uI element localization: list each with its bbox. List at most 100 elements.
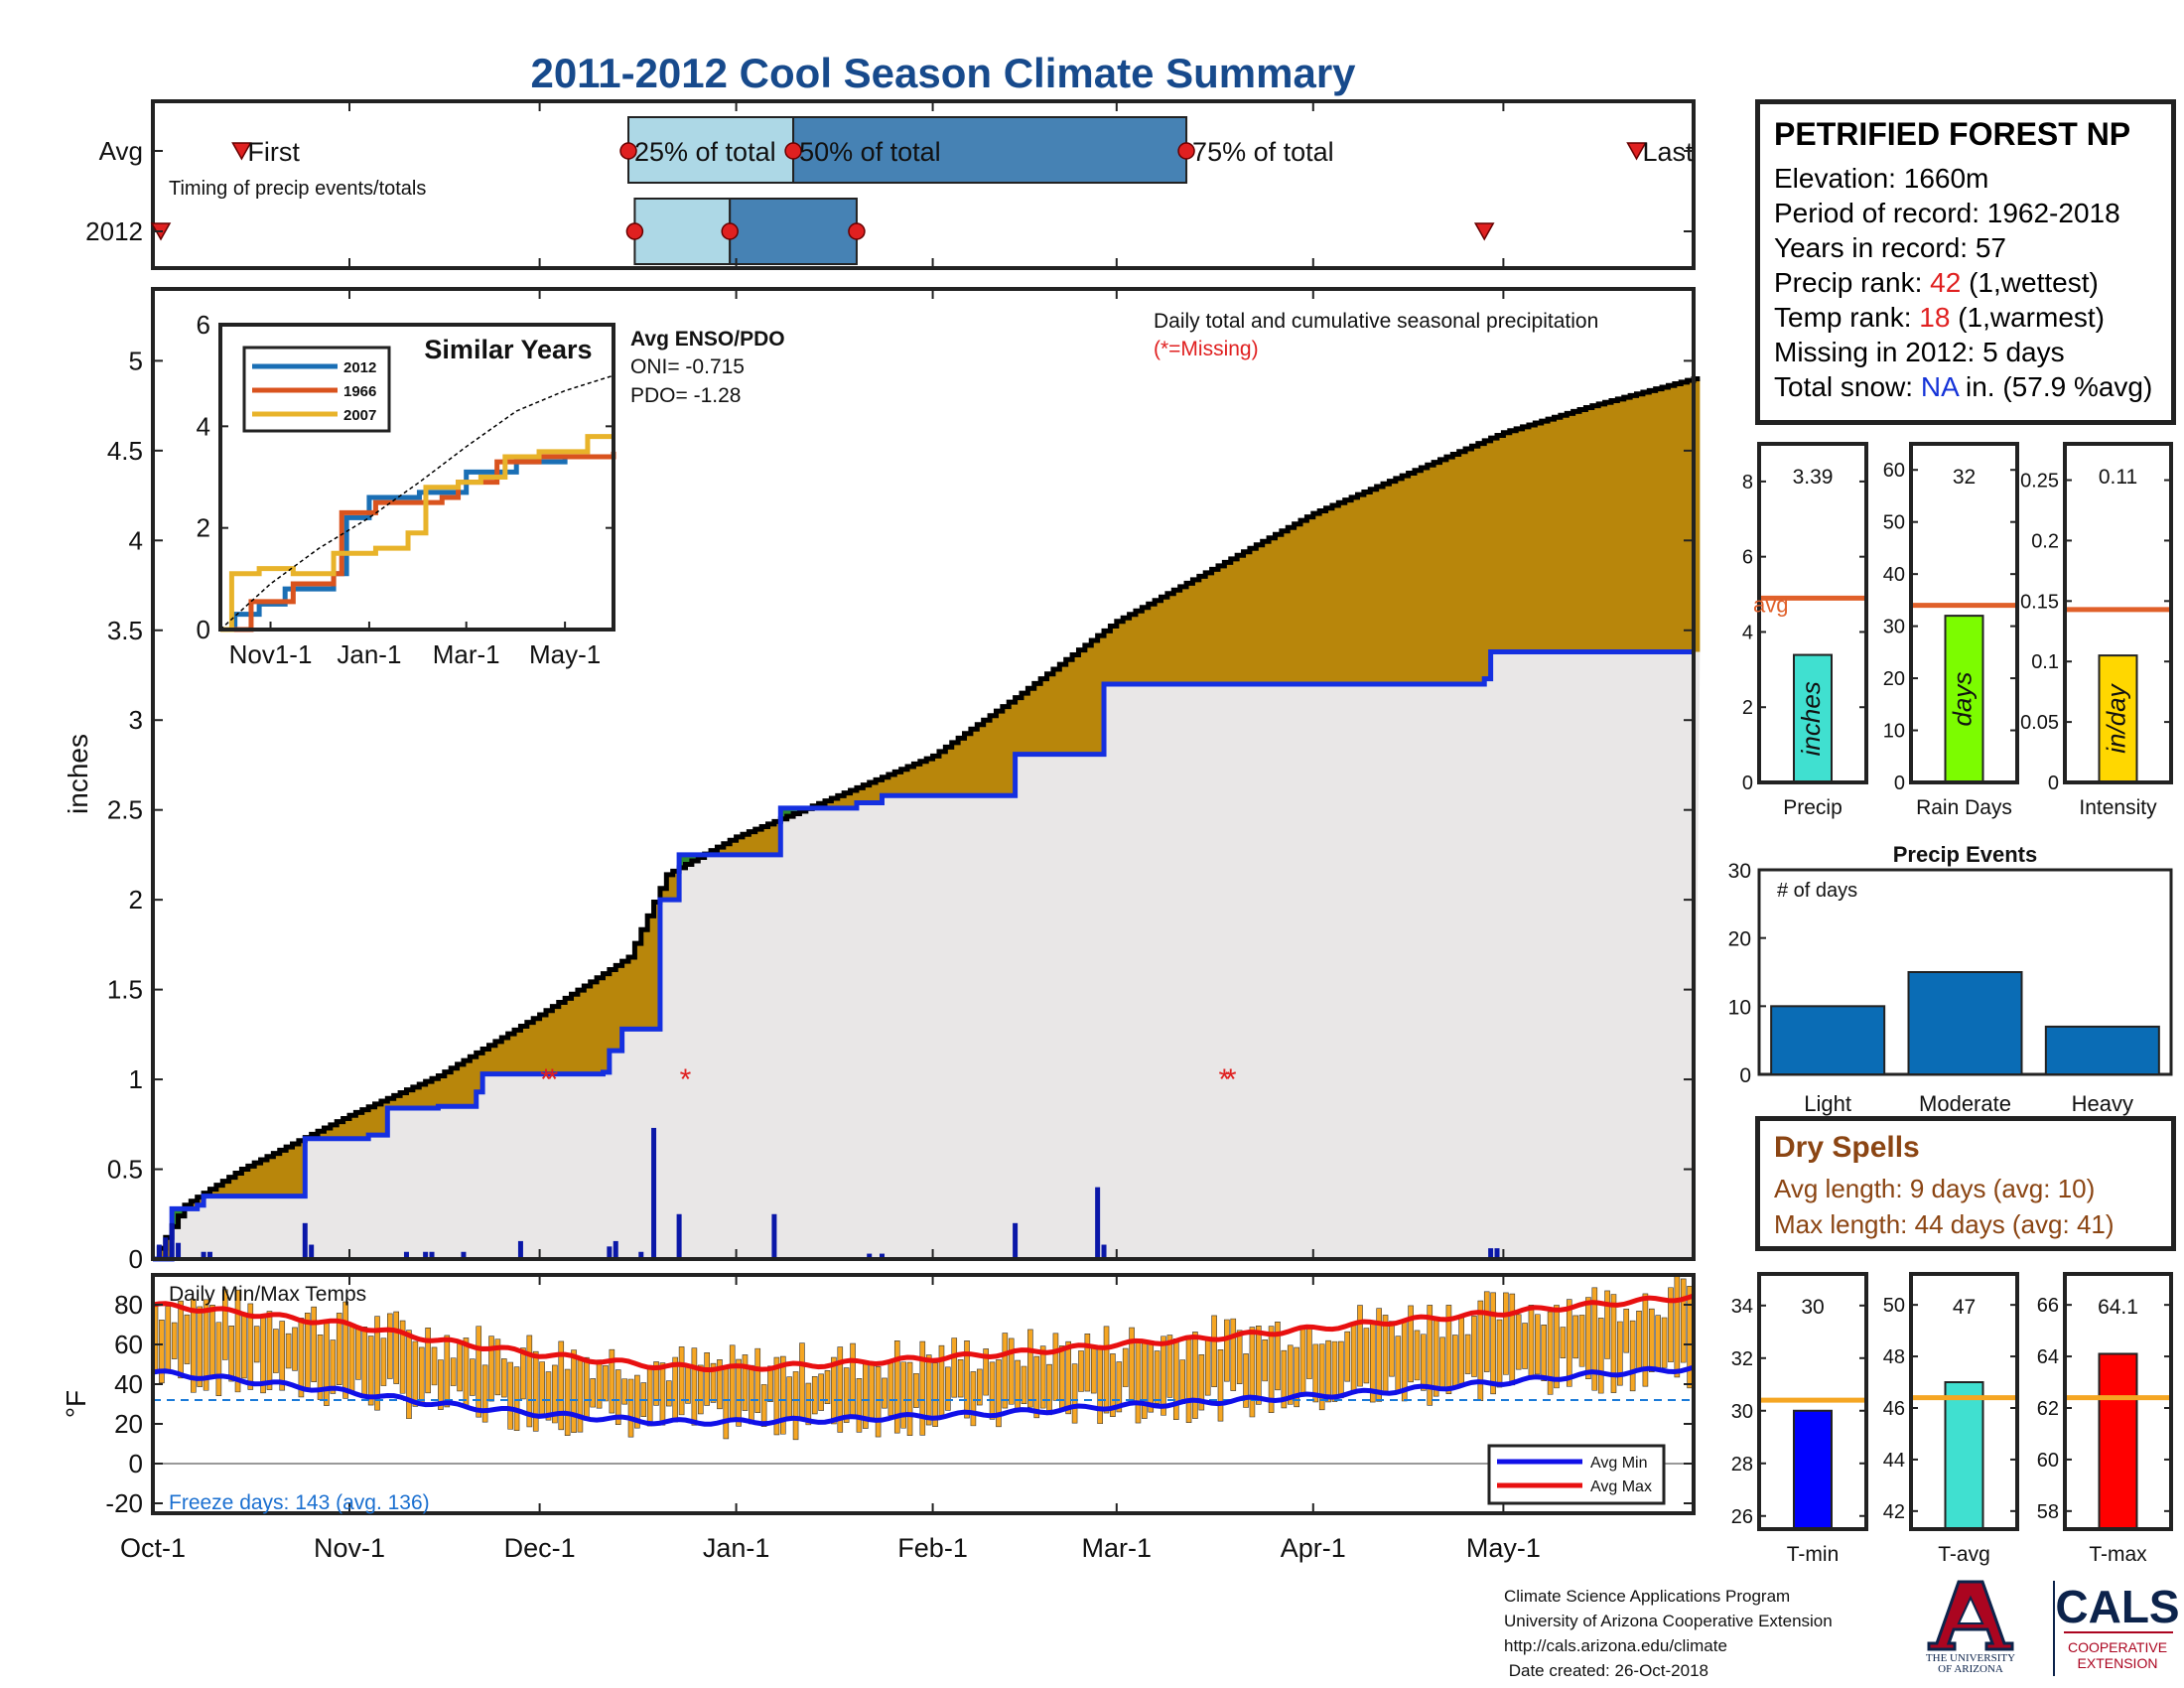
temp-plot-frame [151,1273,1696,1515]
avg-max-line [152,1293,1695,1373]
summary-y-tick-label: 26 [1731,1506,1753,1528]
y-tick-label: 1 [129,1064,143,1094]
x-tick-label: Feb-1 [897,1533,968,1563]
missing-day-marker: * [547,1063,559,1096]
timing-label-p25: 25% of total [634,137,776,167]
summary-y-tick-label: 66 [2037,1295,2059,1317]
station-info-box: PETRIFIED FOREST NP Elevation: 1660m Per… [1755,99,2176,425]
daily-precip-bar [638,1251,644,1259]
summary-y-tick-label: 40 [1883,564,1905,586]
daily-precip-bar [1488,1248,1494,1259]
similar-year-line-1966 [220,451,616,633]
daily-precip-bar [169,1222,175,1259]
enso-title: Avg ENSO/PDO [630,328,785,351]
daily-precip-bar [176,1242,182,1259]
legend-label-2007: 2007 [343,407,376,424]
cals-sub-2: EXTENSION [2078,1655,2158,1671]
summary-label-Precip: Precip [1783,796,1843,819]
events-category-Light: Light [1804,1091,1851,1116]
ua-logo-line-2: OF ARIZONA [1938,1663,2003,1673]
x-tick-label: Nov-1 [314,1533,385,1563]
avg-50-75-box [792,116,1188,184]
x-tick-label: Jan-1 [703,1533,770,1563]
daily-precip-bar [771,1213,777,1259]
events-y-tick-label: 10 [1728,996,1751,1019]
summary-y-tick-label: 48 [1883,1346,1905,1368]
cumulative-average-line [153,648,1694,1262]
avg-first-marker [231,142,252,161]
summary-y-tick-label: 4 [1742,622,1753,643]
similar-x-tick-label: Mar-1 [433,639,500,669]
university-of-arizona-logo: THE UNIVERSITY OF ARIZONA [1926,1580,2015,1673]
station-precip-rank: Precip rank: 42 (1,wettest) [1774,265,2157,300]
temp-legend [1487,1444,1666,1505]
legend-avg-max-label: Avg Max [1590,1478,1652,1495]
page-title: 2011-2012 Cool Season Climate Summary [530,50,1356,96]
daily-precip-bar [206,1251,212,1259]
temp-y-tick-label: 40 [114,1369,143,1399]
summary-y-tick-label: 64 [2037,1346,2059,1368]
station-snow: Total snow: NA in. (57.9 %avg) [1774,369,2157,404]
y2012-50-marker [721,222,739,240]
footer-line-1: Climate Science Applications Program [1504,1587,1791,1606]
similar-year-line-2007 [220,434,614,633]
avg-75-marker [1177,142,1195,160]
daily-precip-bar [1013,1222,1019,1259]
y-tick-label: 0.5 [107,1155,143,1185]
timing-label-p75: 75% of total [1192,137,1334,167]
summary-label-Rain Days: Rain Days [1916,796,2012,819]
summary-value-T-max: 64.1 [2098,1296,2138,1319]
events-y-tick-label: 30 [1728,860,1751,883]
summary-y-tick-label: 0 [1894,773,1905,794]
timing-label-first: First [247,137,300,167]
summary-y-tick-label: 2 [1742,697,1753,719]
similar-x-tick-label: Jan-1 [337,639,401,669]
daily-precip-bar [517,1240,523,1259]
cumulative-2012-line [153,375,1701,1262]
summary-inner-Precip: inches [1796,681,1826,756]
y-tick-label: 2 [129,885,143,914]
events-title: Precip Events [1893,842,2038,867]
summary-bar-T-max [2098,1352,2138,1530]
summary-y-tick-label: 30 [1883,617,1905,638]
legend-label-2012: 2012 [343,359,376,376]
summary-bar-T-min [1793,1409,1833,1530]
footer-line-3: http://cals.arizona.edu/climate [1504,1636,1727,1655]
precip-rank-value: 42 [1930,267,1962,298]
precip-y-axis-label: inches [63,734,93,814]
events-category-Moderate: Moderate [1919,1091,2011,1116]
station-temp-rank: Temp rank: 18 (1,warmest) [1774,300,2157,335]
summary-y-tick-label: 58 [2037,1501,2059,1523]
missing-day-marker: * [1219,1063,1231,1096]
below-fill-mask [153,651,1701,1259]
summary-panel-frame [1909,1272,2019,1531]
similar-x-tick-label: Nov1-1 [229,639,313,669]
y2012-last-marker [1473,222,1495,241]
daily-precip-bar [867,1253,873,1259]
daily-precip-bar [461,1251,467,1259]
summary-panel-frame [1909,442,2019,784]
missing-day-marker: * [680,1063,692,1096]
summary-y-tick-label: 0.05 [2020,712,2059,734]
cals-logo-text: CALS [2055,1581,2179,1632]
x-tick-label: Apr-1 [1281,1533,1346,1563]
summary-panel-frame [2063,442,2173,784]
events-bar-Heavy [2044,1025,2160,1076]
summary-y-tick-label: 0.15 [2020,591,2059,613]
events-bar-Light [1770,1005,1886,1075]
similar-years-avg-line [219,374,614,631]
station-years: Years in record: 57 [1774,232,2006,263]
summary-y-tick-label: 0.25 [2020,471,2059,492]
daily-precip-bar [651,1127,657,1259]
dry-spells-max: Max length: 44 days (avg: 41) [1774,1209,2115,1239]
ua-logo-line-1: THE UNIVERSITY [1926,1652,2015,1664]
daily-precip-bar [1101,1244,1107,1259]
precip-annotation: Daily total and cumulative seasonal prec… [1154,310,1598,333]
precip-plot-frame [151,287,1696,1261]
events-category-Heavy: Heavy [2072,1091,2133,1116]
x-tick-label: Mar-1 [1082,1533,1153,1563]
summary-y-tick-label: 20 [1883,668,1905,690]
similar-year-line-2012 [220,454,614,633]
freeze-days-text: Freeze days: 143 (avg. 136) [169,1491,430,1514]
daily-precip-bar [423,1251,429,1259]
